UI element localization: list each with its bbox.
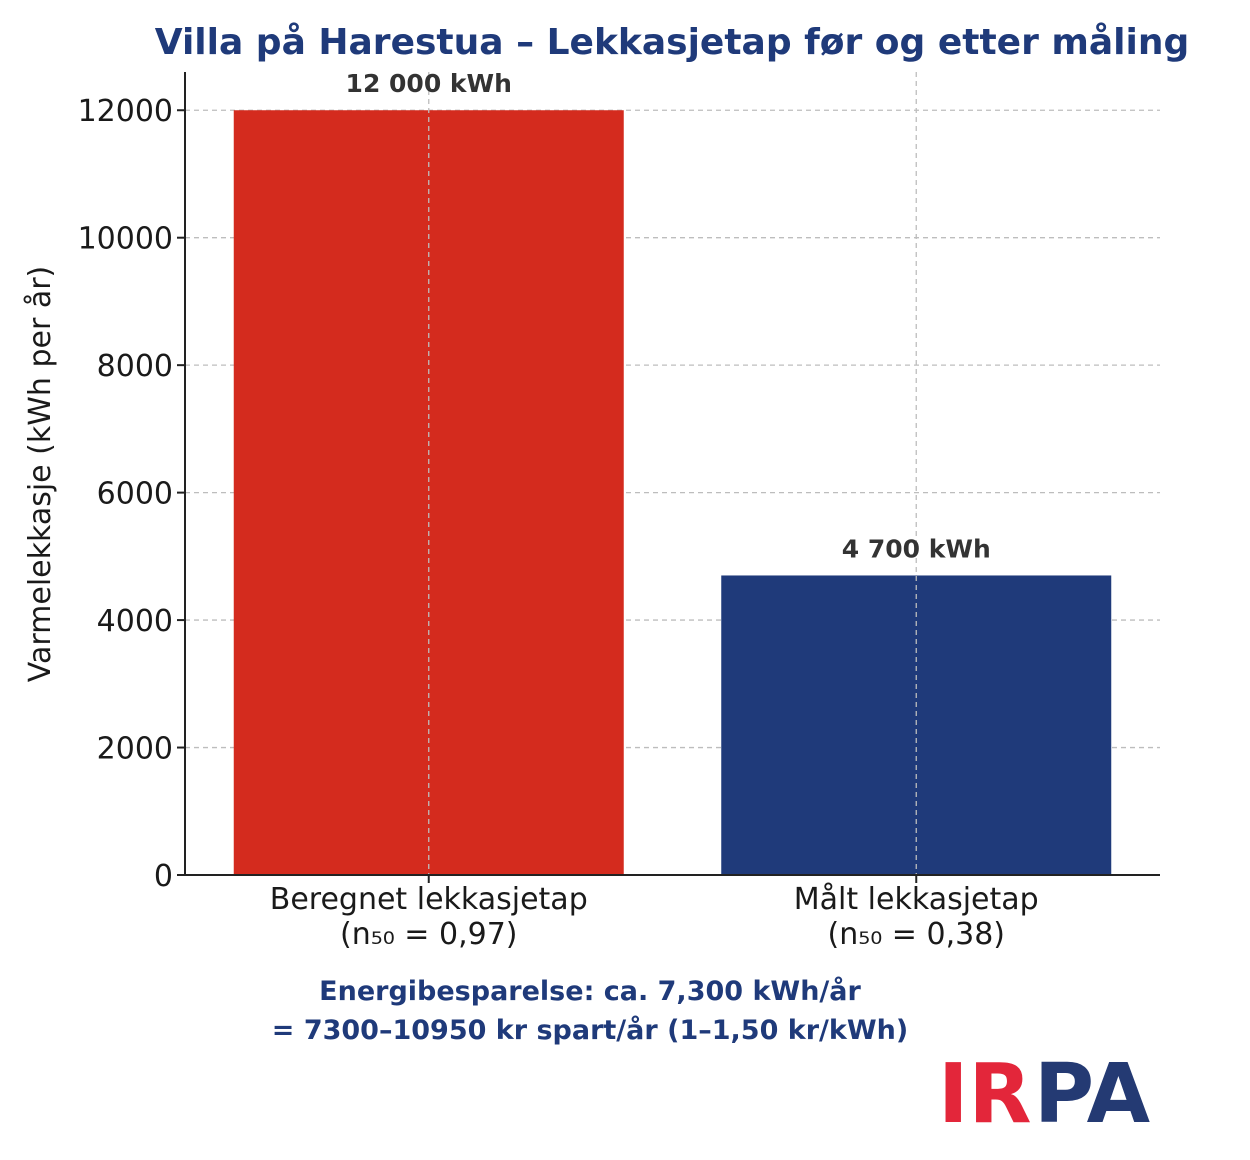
savings-line-1: Energibesparelse: ca. 7,300 kWh/år <box>319 975 861 1007</box>
y-tick-label-12000: 12000 <box>78 94 173 129</box>
y-tick-label-10000: 10000 <box>78 222 173 257</box>
data-label-1: 12 000 kWh <box>346 69 512 98</box>
y-tick-label-6000: 6000 <box>97 477 173 512</box>
x-tick-label-2-line-2: (n₅₀ = 0,38) <box>828 917 1005 952</box>
irpa-logo: IR PA <box>938 1047 1151 1142</box>
y-tick-label-4000: 4000 <box>97 604 173 639</box>
y-tick-label-8000: 8000 <box>97 349 173 384</box>
data-label-2: 4 700 kWh <box>842 534 991 563</box>
y-axis-label: Varmelekkasje (kWh per år) <box>23 266 58 683</box>
x-labels: Beregnet lekkasjetap(n₅₀ = 0,97) Målt lek… <box>270 882 1039 952</box>
chart-title: Villa på Harestua – Lekkasjetap før og e… <box>155 22 1190 63</box>
axes <box>184 72 1160 883</box>
data-labels: 12 000 kWh 4 700 kWh <box>346 69 991 563</box>
vertical-grid <box>428 72 917 875</box>
x-tick-label-1-line-1: Beregnet lekkasjetap <box>270 882 588 917</box>
y-ticks: 0 2000 4000 6000 8000 10000 12000 <box>78 94 185 894</box>
y-tick-label-2000: 2000 <box>97 732 173 767</box>
logo-part-pa: PA <box>1034 1047 1151 1142</box>
y-tick-label-0: 0 <box>154 859 173 894</box>
x-tick-label-2-line-1: Målt lekkasjetap <box>794 882 1039 917</box>
savings-line-2: = 7300–10950 kr spart/år (1–1,50 kr/kWh) <box>272 1014 908 1046</box>
x-tick-label-1-line-2: (n₅₀ = 0,97) <box>340 917 517 952</box>
logo-part-ir: IR <box>938 1047 1032 1142</box>
